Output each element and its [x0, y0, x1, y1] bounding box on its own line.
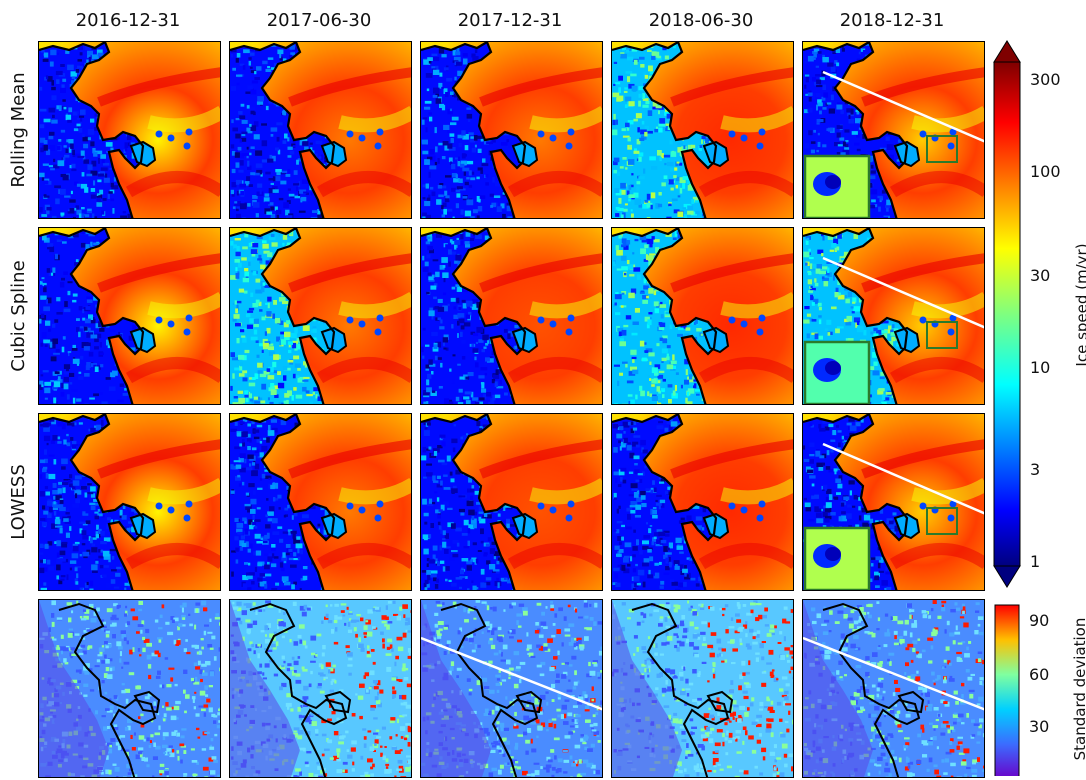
- row-title-1: Cubic Spline: [8, 221, 32, 411]
- row-title-0: Rolling Mean: [8, 35, 32, 225]
- map-panel-r0-c4: [802, 41, 985, 219]
- speed-tick-300: 300: [1030, 70, 1061, 89]
- speed-colorbar: [993, 40, 1021, 588]
- speed-tick-30: 30: [1030, 266, 1050, 285]
- speed-tick-10: 10: [1030, 358, 1050, 377]
- std-tick-60: 60: [1029, 665, 1049, 684]
- map-panel-r1-c2: [420, 227, 603, 405]
- speed-tick-3: 3: [1030, 460, 1040, 479]
- column-title-2: 2017-12-31: [418, 10, 602, 31]
- map-panel-r2-c2: [420, 413, 603, 591]
- map-panel-r1-c3: [611, 227, 794, 405]
- std-tick-30: 30: [1029, 717, 1049, 736]
- map-panel-r0-c0: [38, 41, 221, 219]
- map-panel-r1-c1: [229, 227, 412, 405]
- map-panel-r0-c2: [420, 41, 603, 219]
- map-panel-r3-c1: [229, 599, 412, 778]
- std-colorbar: [994, 604, 1020, 776]
- column-title-0: 2016-12-31: [36, 10, 220, 31]
- map-panel-r3-c2: [420, 599, 603, 778]
- column-title-1: 2017-06-30: [227, 10, 411, 31]
- speed-colorbar-label: Ice speed (m/yr): [1073, 235, 1086, 375]
- map-panel-r3-c4: [802, 599, 985, 778]
- std-tick-90: 90: [1029, 611, 1049, 630]
- map-panel-r0-c1: [229, 41, 412, 219]
- map-panel-r2-c3: [611, 413, 794, 591]
- map-panel-r2-c4: [802, 413, 985, 591]
- map-panel-r1-c0: [38, 227, 221, 405]
- map-panel-r0-c3: [611, 41, 794, 219]
- column-title-3: 2018-06-30: [609, 10, 793, 31]
- map-panel-r1-c4: [802, 227, 985, 405]
- speed-tick-1: 1: [1030, 552, 1040, 571]
- map-panel-r2-c1: [229, 413, 412, 591]
- map-panel-r2-c0: [38, 413, 221, 591]
- row-title-2: LOWESS: [8, 407, 32, 597]
- column-title-4: 2018-12-31: [800, 10, 984, 31]
- map-panel-r3-c0: [38, 599, 221, 778]
- map-panel-r3-c3: [611, 599, 794, 778]
- std-colorbar-label: Standard deviation: [1071, 614, 1086, 764]
- speed-tick-100: 100: [1030, 162, 1061, 181]
